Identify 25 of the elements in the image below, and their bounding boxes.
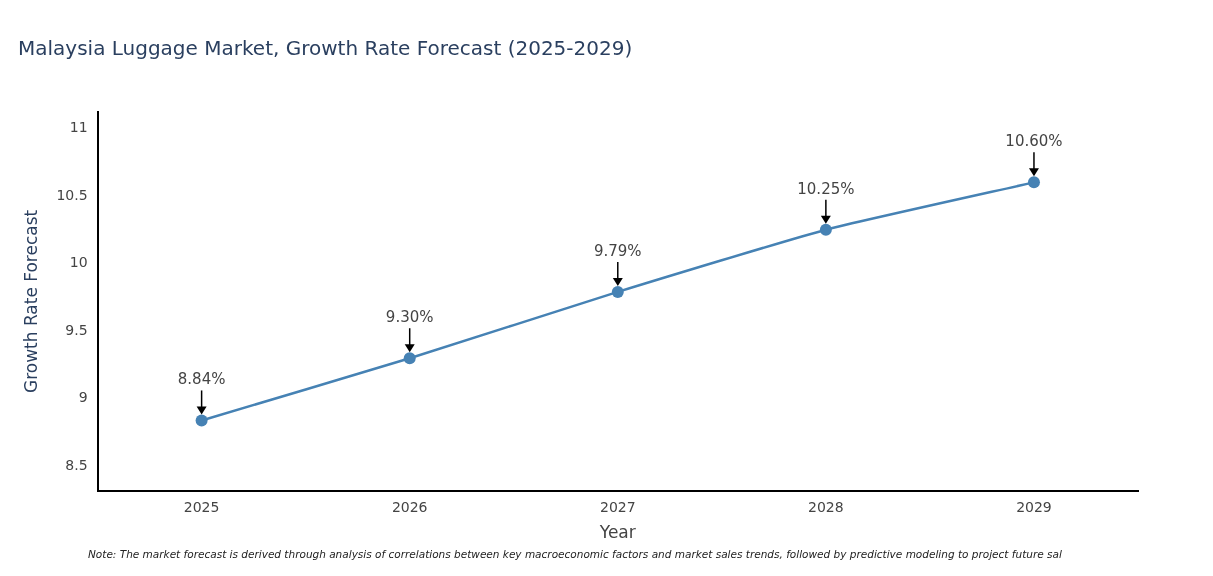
point — [1027, 176, 1040, 189]
point — [819, 223, 832, 236]
x-tick-label: 2028 — [808, 498, 844, 515]
y-tick-label: 11 — [69, 118, 88, 135]
x-axis-title: Year — [598, 522, 636, 543]
x-tick-label: 2027 — [599, 498, 636, 515]
y-tick-label: 9.5 — [65, 321, 88, 338]
chart-title: Malaysia Luggage Market, Growth Rate Forecast (2025-2029) — [18, 36, 633, 61]
data-label: 9.79% — [593, 241, 642, 260]
x-tick-label: 2026 — [391, 498, 428, 515]
text: Note: The market forecast is derived through analysis of correlations between key macroeconomic factors and market sales trends, followed by predictive modeling to project future sal — [87, 548, 1063, 560]
data-label: 8.84% — [177, 370, 226, 389]
x-tick-label: 2025 — [183, 498, 220, 515]
data-label: 10.25% — [797, 179, 855, 198]
point — [611, 285, 624, 298]
y-axis-title: Growth Rate Forecast — [20, 209, 41, 394]
x-tick-label: 2029 — [1016, 498, 1052, 515]
y-tick-label: 10 — [69, 254, 88, 271]
data-label: 10.60% — [1005, 132, 1063, 151]
point — [403, 352, 416, 365]
point — [195, 414, 208, 427]
y-tick-label: 9 — [78, 389, 88, 406]
data-label: 9.30% — [385, 308, 434, 327]
y-tick-label: 10.5 — [56, 186, 88, 203]
y-tick-label: 8.5 — [65, 457, 88, 474]
